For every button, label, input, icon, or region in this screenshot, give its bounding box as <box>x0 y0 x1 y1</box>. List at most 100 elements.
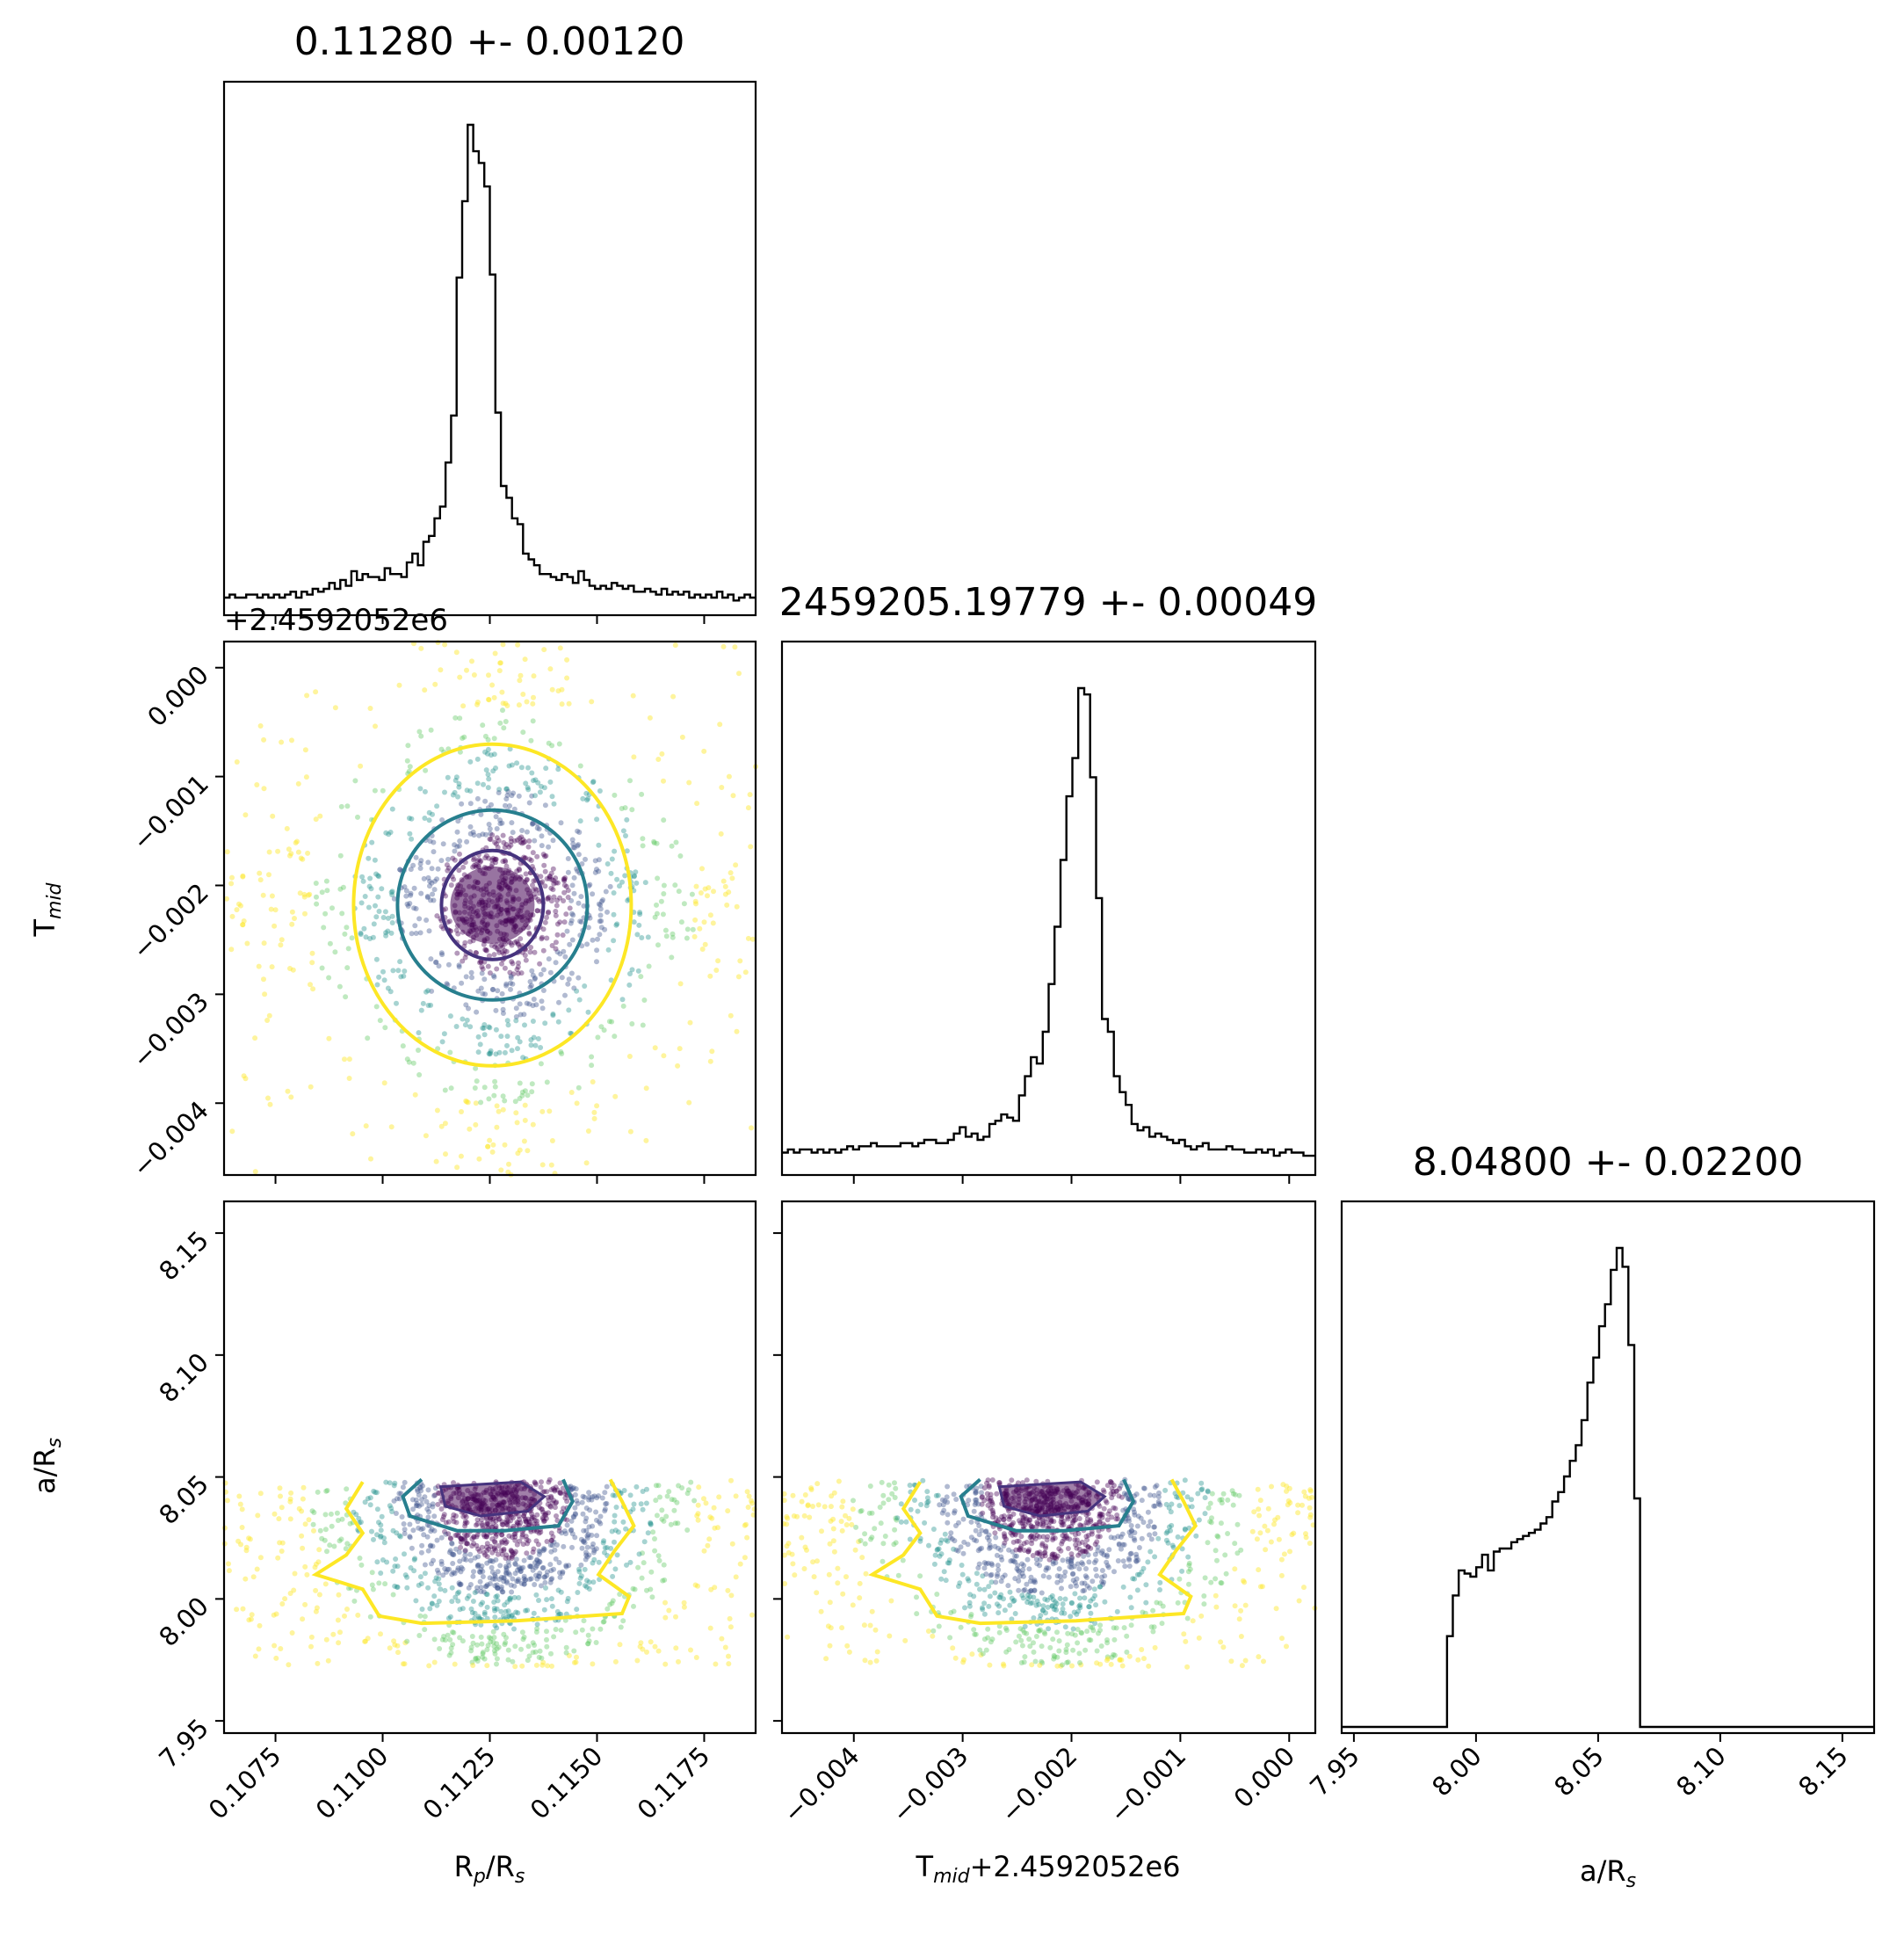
scatter-point <box>490 1142 496 1148</box>
scatter-point <box>583 1556 589 1563</box>
scatter-point <box>1147 1549 1154 1555</box>
scatter-point <box>701 748 707 754</box>
scatter-point <box>572 1534 578 1541</box>
scatter-point <box>489 832 496 838</box>
scatter-point <box>425 1548 431 1554</box>
scatter-point <box>540 926 547 932</box>
scatter-point <box>555 688 561 694</box>
scatter-point <box>380 787 386 794</box>
scatter-point <box>1116 1493 1122 1499</box>
scatter-point <box>692 1582 699 1588</box>
scatter-point <box>240 1606 246 1612</box>
scatter-point <box>679 734 685 740</box>
scatter-point <box>1020 1516 1026 1521</box>
scatter-point <box>645 934 651 940</box>
scatter-point <box>560 1569 566 1575</box>
scatter-point <box>546 956 552 962</box>
scatter-point <box>872 1627 879 1633</box>
scatter-point <box>1074 1537 1080 1543</box>
scatter-point <box>380 1557 386 1563</box>
scatter-point <box>380 915 387 920</box>
scatter-point <box>453 1024 460 1029</box>
scatter-point <box>514 967 520 973</box>
scatter-point <box>981 1611 988 1617</box>
scatter-point <box>311 1527 316 1534</box>
scatter-point <box>481 1609 488 1615</box>
scatter-point <box>662 1661 669 1667</box>
scatter-point <box>590 1560 596 1566</box>
scatter-point <box>654 910 660 917</box>
scatter-point <box>844 1643 851 1649</box>
scatter-point <box>1254 1536 1260 1542</box>
scatter-point <box>1146 1523 1152 1529</box>
scatter-point <box>496 787 503 793</box>
scatter-point <box>585 1632 591 1638</box>
y-tick-label: 8.05 <box>153 1469 214 1531</box>
scatter-point <box>520 1541 526 1548</box>
scatter-point <box>674 1499 680 1505</box>
scatter-point <box>1184 1664 1191 1670</box>
scatter-point <box>371 921 377 927</box>
scatter-point <box>419 1497 424 1503</box>
scatter-point <box>938 1576 945 1582</box>
scatter-point <box>521 1138 527 1144</box>
scatter-point <box>482 947 489 953</box>
scatter-point <box>389 913 395 919</box>
scatter-point <box>1079 1580 1085 1586</box>
scatter-point <box>1111 1625 1117 1631</box>
scatter-point <box>493 856 499 862</box>
scatter-point <box>402 1640 409 1646</box>
scatter-point <box>504 1522 510 1528</box>
scatter-point <box>499 990 505 997</box>
scatter-point <box>454 1567 460 1573</box>
scatter-point <box>449 1585 455 1591</box>
x-tick-label: 7.95 <box>1304 1741 1365 1803</box>
scatter-point <box>986 1603 992 1609</box>
y-tick-label: 7.95 <box>153 1713 214 1774</box>
scatter-point <box>511 1531 518 1537</box>
scatter-point <box>861 1622 867 1628</box>
scatter-point <box>473 1065 479 1071</box>
y-tick-label: 8.15 <box>153 1225 214 1287</box>
scatter-point <box>490 1520 496 1526</box>
scatter-point <box>448 1645 454 1651</box>
scatter-point <box>968 1534 974 1541</box>
scatter-point <box>456 1533 461 1539</box>
scatter-point <box>654 902 659 908</box>
scatter-point <box>522 656 528 663</box>
xlabel-a-rs: a/Rs <box>1580 1854 1636 1892</box>
scatter-point <box>1264 1527 1271 1534</box>
scatter-point <box>1088 1545 1094 1551</box>
scatter-point <box>578 919 584 925</box>
scatter-point <box>717 722 723 728</box>
scatter-point <box>443 1531 449 1537</box>
scatter-point <box>569 882 576 889</box>
scatter-point <box>706 885 712 891</box>
scatter-point <box>535 896 541 903</box>
scatter-point <box>531 997 537 1002</box>
scatter-point <box>835 1580 841 1586</box>
scatter-point <box>418 1488 424 1494</box>
scatter-point <box>287 1498 293 1505</box>
scatter-point <box>544 1489 550 1495</box>
scatter-point <box>1242 1657 1249 1664</box>
scatter-point <box>256 1646 262 1652</box>
scatter-point <box>1268 1539 1274 1545</box>
scatter-point <box>529 793 535 799</box>
scatter-point <box>547 1562 554 1568</box>
scatter-point <box>576 997 583 1003</box>
scatter-point <box>483 1591 489 1597</box>
scatter-point <box>517 835 523 841</box>
scatter-point <box>1059 1610 1065 1616</box>
scatter-point <box>475 1546 481 1552</box>
scatter-point <box>1201 1601 1207 1607</box>
scatter-point <box>345 946 351 952</box>
scatter-point <box>347 1520 353 1527</box>
scatter-point <box>539 1506 546 1512</box>
scatter-point <box>703 1500 709 1506</box>
scatter-point <box>483 947 489 953</box>
scatter-point <box>405 743 411 749</box>
scatter-point <box>289 1630 295 1636</box>
scatter-point <box>937 1502 943 1508</box>
scatter-point <box>561 1505 567 1512</box>
